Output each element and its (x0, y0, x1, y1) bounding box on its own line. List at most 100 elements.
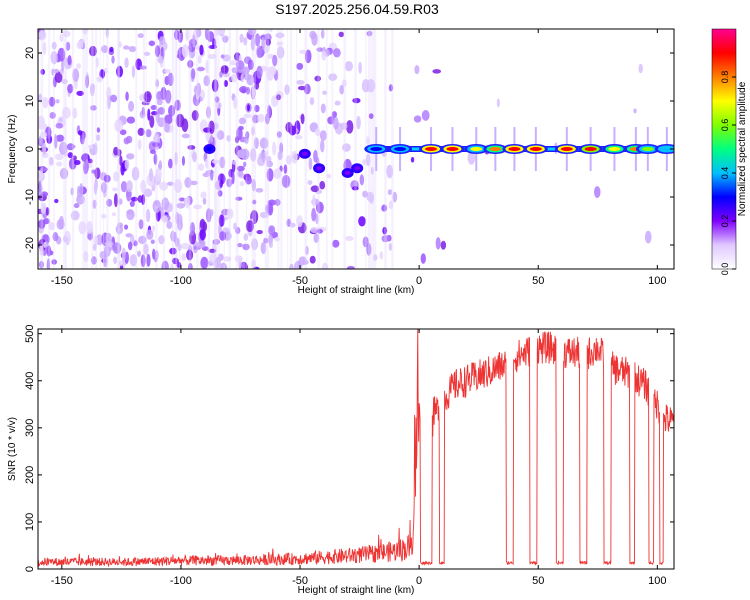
noise-blob (112, 242, 122, 254)
noise-blob (118, 41, 122, 48)
snr-y-label: SNR (10 * v/v) (7, 417, 18, 481)
y-tick-label: 0 (24, 146, 36, 152)
noise-blob (319, 130, 327, 141)
noise-blob (392, 191, 398, 203)
noise-streak (117, 29, 120, 269)
carrier-peak (370, 147, 383, 151)
noise-blob (120, 181, 128, 193)
noise-blob (266, 168, 274, 182)
noise-streak (196, 29, 199, 269)
noise-blob (73, 203, 80, 209)
noise-blob (276, 46, 285, 59)
noise-blob (240, 148, 250, 160)
y-tick-label: 200 (24, 466, 36, 484)
noise-streak (172, 29, 174, 269)
noise-blob (70, 187, 74, 196)
noise-blob (115, 224, 124, 235)
noise-blob (161, 215, 169, 223)
noise-streak (219, 29, 221, 269)
noise-blob (334, 100, 341, 106)
noise-blob (241, 67, 249, 76)
noise-blob (58, 117, 63, 123)
noise-streak (266, 29, 270, 269)
noise-blob (156, 98, 163, 106)
noise-blob (341, 143, 351, 152)
noise-blob (55, 122, 63, 129)
noise-blob (345, 120, 354, 134)
carrier-peak (394, 147, 407, 151)
noise-blob (192, 34, 196, 48)
noise-blob (38, 260, 45, 269)
noise-blob (46, 245, 52, 257)
noise-blob (344, 235, 354, 242)
noise-blob (311, 32, 318, 46)
noise-streak (95, 29, 98, 269)
noise-blob (140, 179, 147, 193)
noise-streak (214, 29, 218, 269)
noise-blob (432, 69, 442, 74)
noise-blob (87, 144, 94, 149)
noise-streak (254, 29, 256, 269)
noise-blob (141, 106, 145, 116)
noise-blob (332, 239, 340, 248)
noise-blob (85, 75, 90, 89)
noise-blob (152, 199, 162, 213)
noise-streak (91, 29, 94, 269)
noise-blob (192, 152, 197, 163)
noise-blob (231, 171, 235, 185)
noise-blob (299, 49, 307, 55)
noise-blob (304, 49, 312, 64)
noise-blob (122, 45, 130, 50)
noise-blob (130, 196, 138, 202)
noise-blob (155, 79, 160, 88)
noise-blob (67, 152, 74, 159)
noise-blob (193, 204, 203, 210)
noise-blob (251, 85, 256, 99)
noise-blob (266, 160, 274, 168)
noise-blob (252, 114, 260, 124)
noise-blob (289, 263, 294, 269)
noise-blob (245, 176, 253, 185)
noise-blob (124, 224, 129, 230)
noise-blob (311, 207, 317, 222)
noise-blob (247, 59, 254, 70)
noise-streak (71, 29, 75, 269)
noise-blob (93, 181, 98, 195)
noise-blob (164, 69, 171, 74)
figure-title: S197.2025.256.04.59.R03 (275, 1, 439, 17)
noise-blob (296, 62, 304, 70)
noise-blob (305, 245, 309, 256)
noise-blob (316, 47, 324, 52)
x-tick-label: 50 (532, 575, 544, 587)
noise-blob (90, 105, 97, 111)
noise-blob (55, 99, 60, 104)
noise-blob (149, 149, 157, 155)
noise-blob (154, 45, 161, 58)
noise-blob (76, 194, 85, 205)
noise-streak (289, 29, 293, 269)
noise-blob (362, 158, 367, 166)
noise-blob (276, 41, 284, 46)
noise-blob (196, 241, 206, 249)
noise-blob (52, 232, 59, 242)
noise-blob (243, 113, 252, 119)
noise-blob (338, 31, 345, 38)
noise-blob (76, 63, 82, 69)
noise-blob (59, 34, 64, 43)
colorbar-label: Normalized spectral amplitude (737, 81, 748, 216)
noise-blob (113, 256, 118, 265)
noise-blob (95, 134, 101, 142)
noise-streak (172, 29, 174, 269)
noise-blob (126, 209, 135, 221)
noise-blob (203, 127, 212, 133)
noise-blob (219, 262, 228, 269)
noise-blob (420, 253, 426, 264)
noise-blob (638, 63, 643, 74)
noise-blob (163, 122, 170, 133)
noise-blob (251, 179, 256, 192)
noise-streak (117, 29, 120, 269)
noise-blob (197, 54, 202, 64)
noise-blob (90, 83, 95, 92)
noise-blob (344, 60, 354, 72)
noise-blob (93, 235, 99, 246)
